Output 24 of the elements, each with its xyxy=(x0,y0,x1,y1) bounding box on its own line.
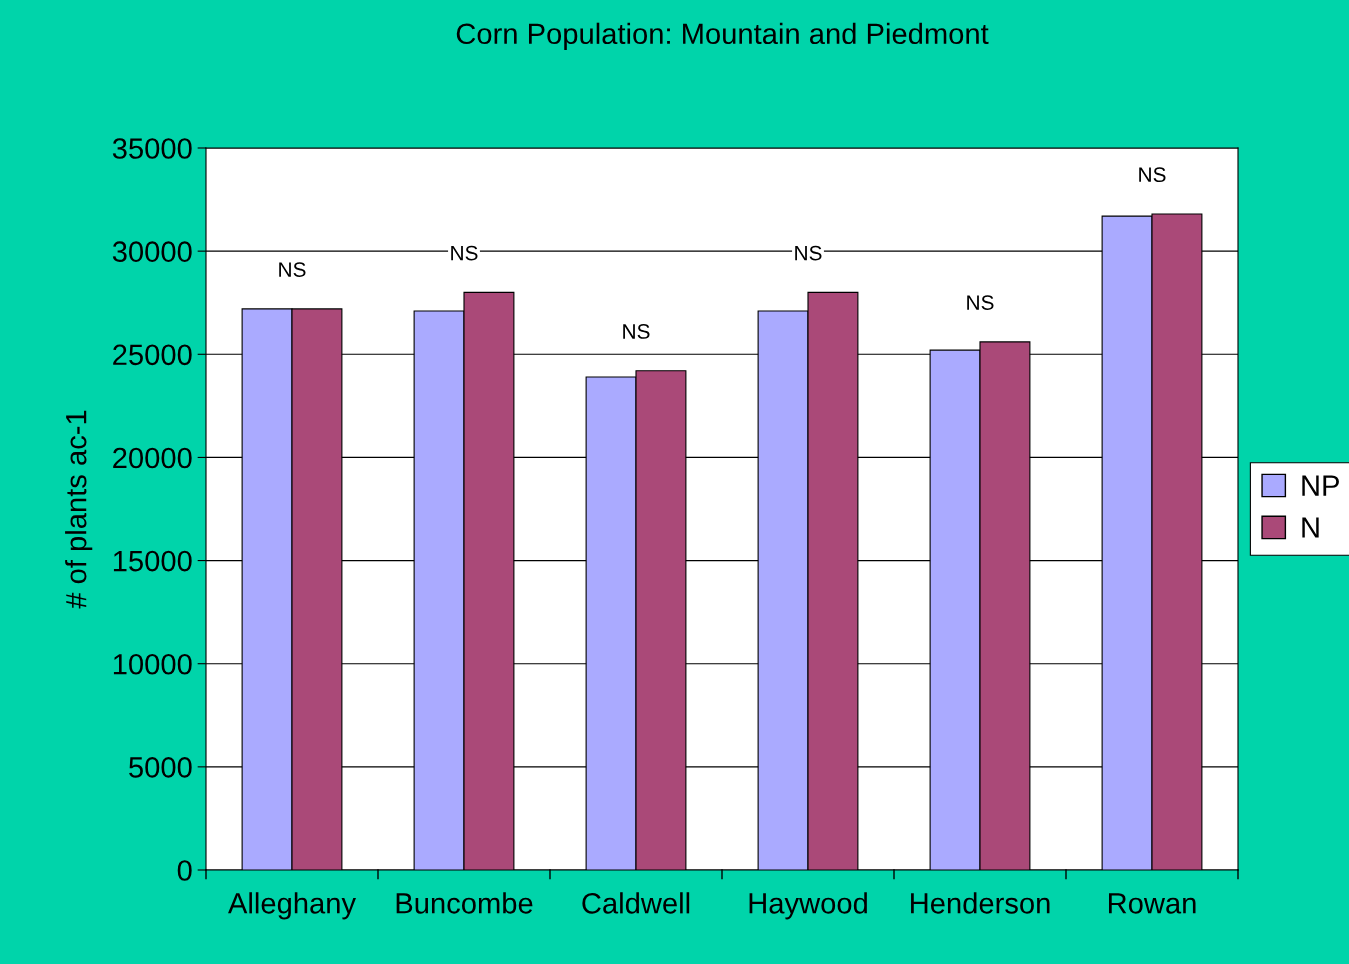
y-tick-label: 25000 xyxy=(113,344,192,366)
legend-label: NP xyxy=(1302,475,1339,496)
y-tick-label: 20000 xyxy=(113,447,192,469)
x-tick-label: Rowan xyxy=(1109,893,1196,914)
annotation: NS xyxy=(795,245,822,261)
y-tick-label: 30000 xyxy=(112,241,192,262)
y-tick-label: 10000 xyxy=(113,653,192,675)
y-tick-label: 15000 xyxy=(113,550,192,572)
annotation: NS xyxy=(623,324,650,339)
y-axis-title: # of plants ac-1 xyxy=(65,410,93,609)
x-tick-label: Alleghany xyxy=(228,892,356,920)
annotation: NS xyxy=(451,245,478,261)
x-tick-label: Buncombe xyxy=(396,892,533,914)
y-tick-label: 5000 xyxy=(129,757,192,778)
y-tick-label: 35000 xyxy=(112,138,192,159)
chart-title: Corn Population: Mountain and Piedmont xyxy=(456,22,989,50)
annotation: NS xyxy=(1139,167,1166,183)
x-tick-label: Henderson xyxy=(911,892,1050,914)
y-tick-label: 0 xyxy=(177,860,192,881)
x-tick-label: Caldwell xyxy=(582,892,690,914)
annotation: NS xyxy=(279,262,306,277)
x-tick-label: Haywood xyxy=(749,892,867,920)
annotation: NS xyxy=(967,295,994,310)
legend-label: N xyxy=(1302,517,1319,538)
